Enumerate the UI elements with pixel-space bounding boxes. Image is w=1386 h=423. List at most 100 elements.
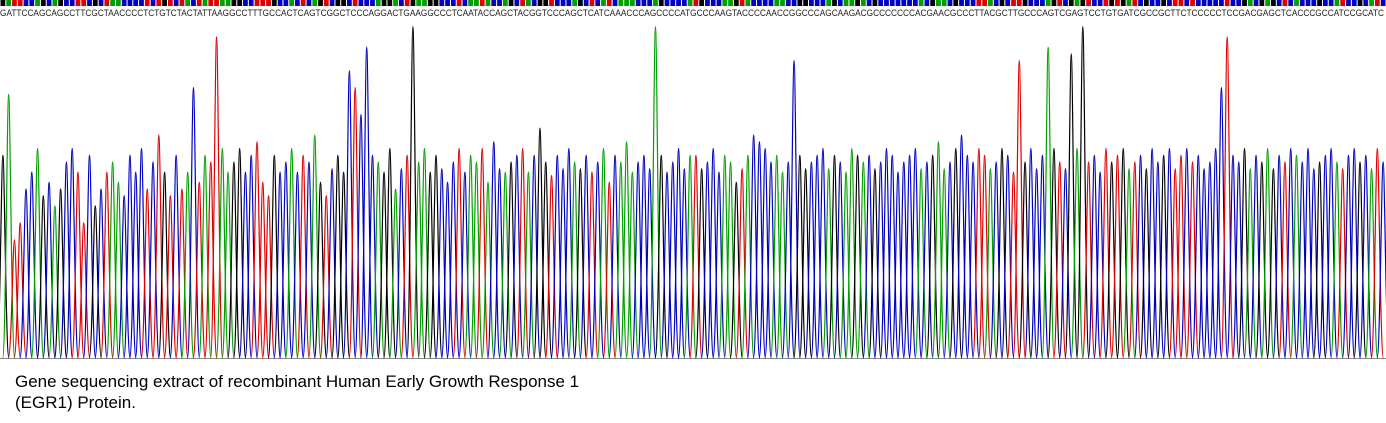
trace-peak	[908, 147, 922, 359]
base-call-bar	[1265, 0, 1270, 6]
trace-peak	[770, 154, 784, 359]
base-call-bar	[17, 0, 23, 6]
trace-peak	[989, 161, 1003, 359]
base-call-bar	[456, 0, 462, 6]
trace-peak	[1312, 161, 1327, 359]
trace-peak	[446, 161, 460, 359]
base-call-bar	[173, 0, 179, 6]
base-call-bar	[1172, 0, 1178, 6]
trace-peak	[42, 181, 56, 359]
trace-peak	[1191, 154, 1205, 359]
base-call-bar	[433, 0, 439, 6]
base-call-bar	[676, 0, 681, 6]
trace-peak	[700, 161, 715, 359]
trace-peak	[695, 168, 709, 359]
trace-peak	[573, 168, 588, 359]
base-call-bar	[468, 0, 474, 6]
base-call-bar	[681, 0, 687, 6]
trace-peak	[614, 161, 628, 359]
trace-peak	[1278, 161, 1292, 359]
base-call-bar	[1340, 0, 1346, 6]
trace-peak	[279, 161, 293, 359]
base-call-bar	[398, 0, 404, 6]
base-call-bar	[1057, 0, 1063, 6]
trace-peak	[319, 195, 333, 359]
base-call-bar	[1299, 0, 1305, 6]
trace-peak	[1024, 147, 1038, 359]
base-call-bar	[578, 0, 583, 6]
trace-peak	[625, 171, 640, 359]
base-call-bar	[196, 0, 202, 6]
base-call-bar	[1115, 0, 1120, 6]
caption-line: Gene sequencing extract of recombinant H…	[15, 372, 579, 391]
base-call-bar	[866, 0, 872, 6]
base-call-bar	[1086, 0, 1091, 6]
base-call-bar	[1138, 0, 1143, 6]
trace-peak	[937, 168, 951, 359]
base-call-bar	[98, 0, 104, 6]
trace-peak	[1133, 154, 1148, 359]
trace-peak	[13, 222, 27, 359]
trace-peak	[371, 161, 385, 359]
base-call-bar	[58, 0, 64, 6]
base-call-bar	[0, 0, 6, 6]
base-call-bar	[728, 0, 733, 6]
trace-peak	[827, 154, 842, 359]
base-call-bar	[889, 0, 895, 6]
trace-peak	[1029, 168, 1044, 359]
base-call-bar	[260, 0, 266, 6]
trace-peak	[481, 181, 495, 359]
trace-peak	[244, 154, 258, 359]
trace-peak	[175, 188, 189, 359]
trace-peak	[764, 161, 778, 359]
base-call-bar	[75, 0, 81, 6]
base-call-bar	[1051, 0, 1057, 6]
base-call-bar	[427, 0, 433, 6]
base-call-bar	[185, 0, 191, 6]
base-call-bar	[526, 0, 531, 6]
trace-peak	[643, 168, 657, 359]
base-call-bar	[606, 0, 612, 6]
trace-peak	[1081, 161, 1096, 359]
base-call-bar	[92, 0, 98, 6]
trace-peak	[209, 36, 224, 359]
base-call-bar	[341, 0, 346, 6]
trace-peak	[296, 154, 310, 359]
base-call-bar	[1317, 0, 1322, 6]
trace-peak	[1105, 161, 1119, 359]
base-call-bar	[23, 0, 29, 6]
trace-peak	[1324, 147, 1338, 359]
base-call-bar	[959, 0, 964, 6]
caption-line: (EGR1) Protein.	[15, 393, 136, 412]
trace-peak	[250, 141, 264, 359]
trace-peak	[336, 171, 351, 359]
base-call-bar	[531, 0, 537, 6]
trace-peak	[1168, 168, 1182, 359]
trace-peak	[1185, 161, 1200, 359]
trace-peak	[129, 171, 143, 359]
base-call-bar	[35, 0, 40, 6]
trace-peak	[885, 154, 899, 359]
trace-peak	[469, 161, 484, 359]
trace-peak	[342, 70, 357, 359]
trace-peak	[412, 161, 426, 359]
base-call-bar	[491, 0, 497, 6]
base-call-bar	[364, 0, 370, 6]
trace-peak	[1070, 147, 1084, 359]
base-sequence: GATTCCAGCAGCCTTCGCTAACCCCTCTGTCTACTATTAA…	[0, 8, 1384, 18]
trace-peak	[458, 171, 472, 359]
trace-peak	[1116, 147, 1130, 359]
trace-peak	[1151, 161, 1165, 359]
trace-peak	[1272, 154, 1286, 359]
trace-peak	[654, 154, 668, 359]
trace-peak	[192, 181, 206, 359]
base-call-bar	[1247, 0, 1253, 6]
base-call-bar	[237, 0, 243, 6]
trace-peak	[354, 114, 368, 359]
trace-peak	[238, 171, 253, 359]
base-call-bar	[1346, 0, 1351, 6]
trace-peak	[995, 147, 1009, 359]
base-call-bar	[323, 0, 329, 6]
base-call-bar	[12, 0, 17, 6]
